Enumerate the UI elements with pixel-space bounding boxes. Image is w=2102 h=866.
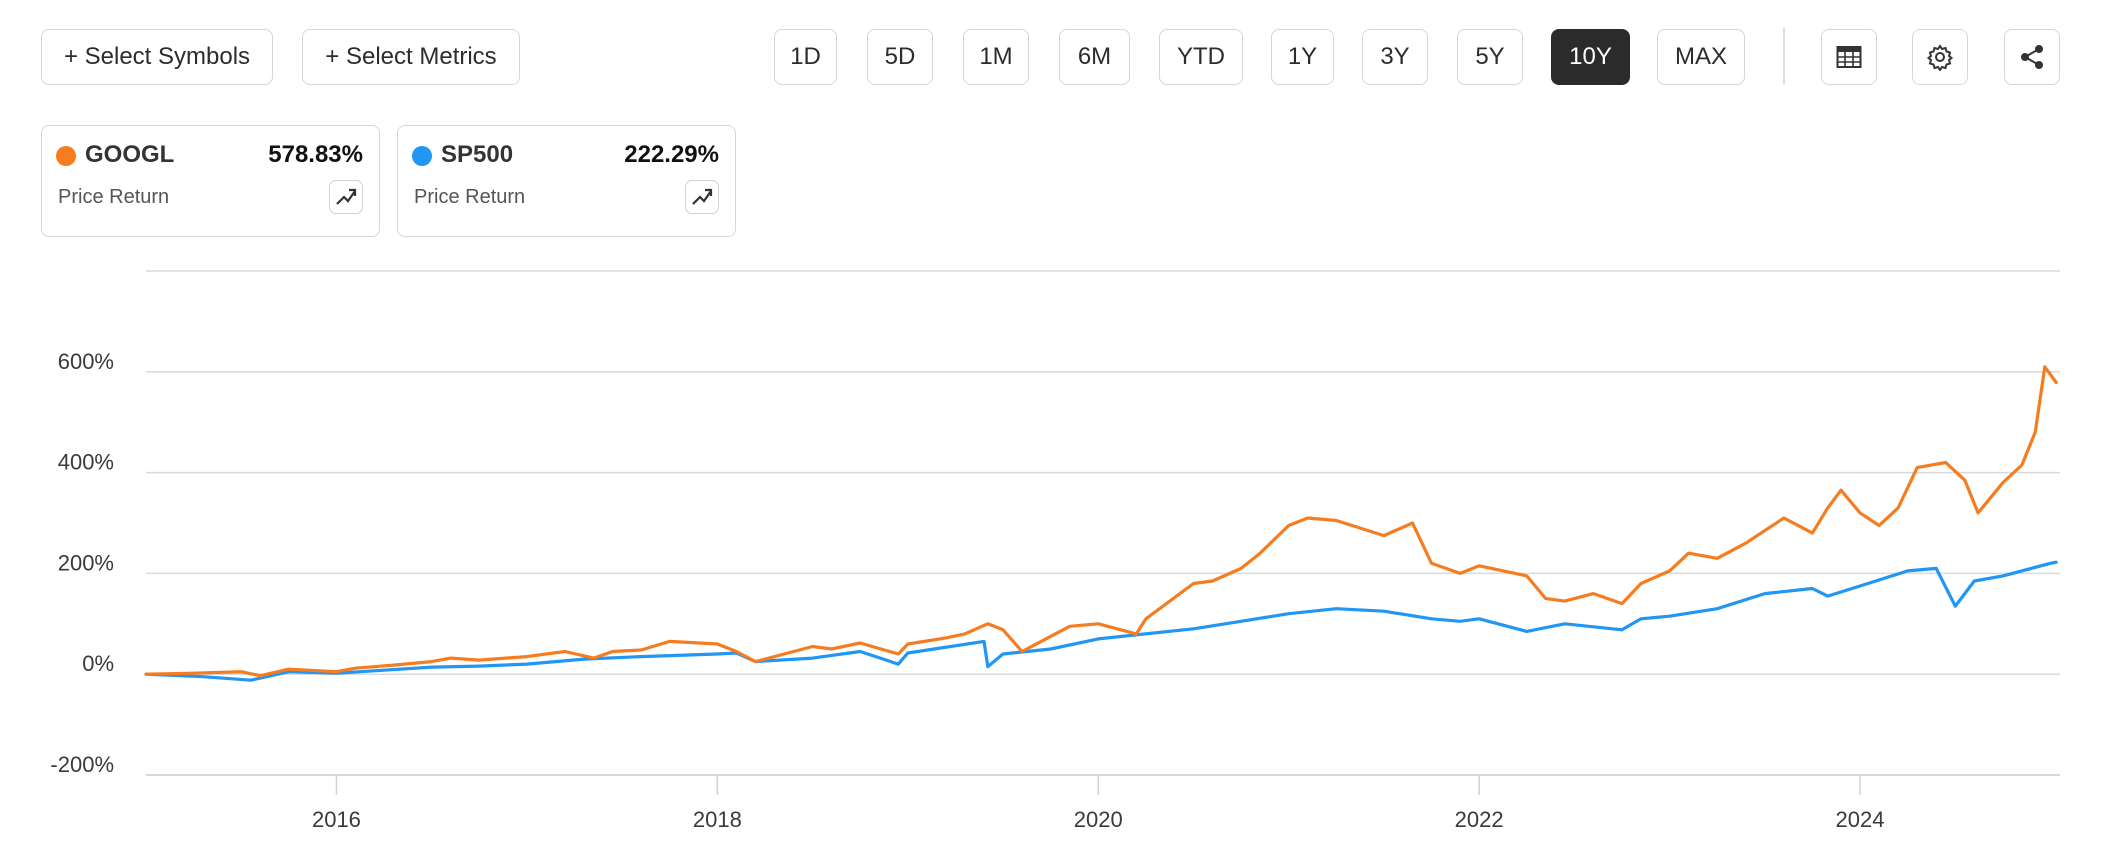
x-tick-label: 2020 xyxy=(1074,807,1123,832)
settings-button[interactable] xyxy=(1912,29,1968,85)
y-tick-label: 600% xyxy=(58,349,114,374)
x-tick-label: 2024 xyxy=(1836,807,1885,832)
y-tick-label: 0% xyxy=(82,651,114,676)
x-tick-label: 2022 xyxy=(1455,807,1504,832)
legend-value: 578.83% xyxy=(268,141,363,168)
y-tick-label: 200% xyxy=(58,550,114,575)
googl-color-dot xyxy=(56,146,76,166)
range-5y-button[interactable]: 5Y xyxy=(1457,29,1523,85)
range-1y-button[interactable]: 1Y xyxy=(1271,29,1334,85)
sp500-color-dot xyxy=(412,146,432,166)
y-tick-label: -200% xyxy=(50,752,114,777)
table-view-button[interactable] xyxy=(1821,29,1877,85)
trending-up-icon xyxy=(336,188,357,205)
legend-metric: Price Return xyxy=(414,186,526,208)
trend-button[interactable] xyxy=(329,180,363,214)
select-metrics-button[interactable]: + Select Metrics xyxy=(302,29,520,85)
share-button[interactable] xyxy=(2004,29,2060,85)
select-symbols-button[interactable]: + Select Symbols xyxy=(41,29,273,85)
x-tick-label: 2016 xyxy=(312,807,361,832)
range-1d-button[interactable]: 1D xyxy=(774,29,837,85)
trend-button[interactable] xyxy=(685,180,719,214)
range-ytd-button[interactable]: YTD xyxy=(1159,29,1243,85)
trending-up-icon xyxy=(692,188,713,205)
grid-lines xyxy=(146,270,2060,776)
x-tick-label: 2018 xyxy=(693,807,742,832)
series-line-sp500 xyxy=(144,560,2058,682)
share-icon xyxy=(2021,45,2043,69)
legend-value: 222.29% xyxy=(624,141,719,168)
gear-icon xyxy=(1926,44,1954,71)
legend-card-sp500[interactable]: SP500 222.29% Price Return xyxy=(397,125,736,237)
x-axis-ticks: 2016 2018 2020 2022 2024 xyxy=(312,775,1885,832)
legend-symbol: SP500 xyxy=(441,141,514,168)
y-axis-ticks: -200% 0% 200% 400% 600% xyxy=(50,349,114,777)
series-lines xyxy=(144,365,2058,682)
range-5d-button[interactable]: 5D xyxy=(867,29,933,85)
range-max-button[interactable]: MAX xyxy=(1657,29,1745,85)
y-tick-label: 400% xyxy=(58,450,114,475)
series-line-googl xyxy=(144,365,2058,678)
range-6m-button[interactable]: 6M xyxy=(1059,29,1130,85)
legend-metric: Price Return xyxy=(58,186,170,208)
table-icon xyxy=(1836,46,1862,68)
toolbar-divider xyxy=(1783,28,1785,84)
legend-card-googl[interactable]: GOOGL 578.83% Price Return xyxy=(41,125,380,237)
range-1m-button[interactable]: 1M xyxy=(963,29,1029,85)
legend-symbol: GOOGL xyxy=(85,141,175,168)
range-10y-button[interactable]: 10Y xyxy=(1551,29,1630,85)
range-3y-button[interactable]: 3Y xyxy=(1362,29,1428,85)
